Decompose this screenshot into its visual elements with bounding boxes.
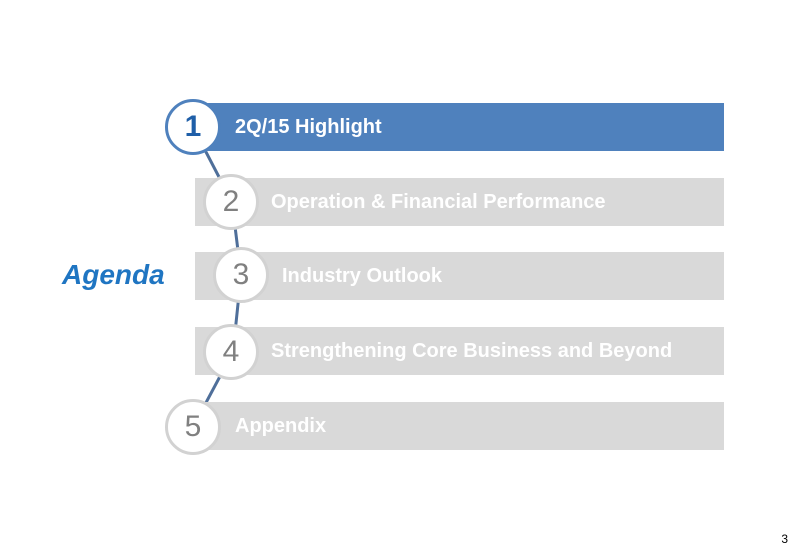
agenda-item-1-number[interactable]: 1 (165, 99, 221, 155)
agenda-item-3-label: Industry Outlook (282, 264, 442, 287)
agenda-item-5-bar[interactable]: Appendix (195, 402, 724, 450)
agenda-item-4-bar[interactable]: Strengthening Core Business and Beyond (195, 327, 724, 375)
agenda-item-4-number[interactable]: 4 (203, 324, 259, 380)
agenda-title: Agenda (62, 259, 165, 290)
agenda-item-1-label: 2Q/15 Highlight (235, 115, 382, 138)
agenda-item-2-label: Operation & Financial Performance (271, 190, 606, 213)
agenda-item-3-number[interactable]: 3 (213, 247, 269, 303)
agenda-item-3-bar[interactable]: Industry Outlook (195, 252, 724, 300)
agenda-item-2-bar[interactable]: Operation & Financial Performance (195, 178, 724, 226)
page-number: 3 (781, 532, 788, 546)
agenda-item-5-number[interactable]: 5 (165, 399, 221, 455)
agenda-item-5-label: Appendix (235, 414, 327, 437)
agenda-item-2-number[interactable]: 2 (203, 174, 259, 230)
agenda-item-1-bar[interactable]: 2Q/15 Highlight (195, 103, 724, 151)
agenda-item-4-label: Strengthening Core Business and Beyond (271, 339, 673, 362)
